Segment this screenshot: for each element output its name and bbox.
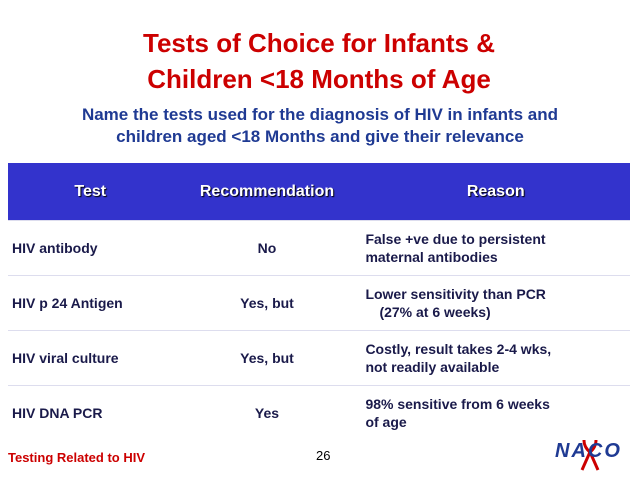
test-cell: HIV viral culture [8,330,173,386]
reason-cell: False +ve due to persistent maternal anti… [361,220,630,276]
subtitle: Name the tests used for the diagnosis of… [81,105,559,146]
reason-cell: Costly, result takes 2-4 wks, not readily… [361,330,630,386]
header-row: Test Recommendation Reason [8,163,630,221]
column-header: Reason [361,163,630,221]
recommendation-cell: No [172,220,362,276]
recommendation-cell: Yes, but [172,275,362,331]
test-cell: HIV p 24 Antigen [8,275,173,331]
table-row: HIV antibody No False +ve due to persisten… [8,220,630,276]
reason-line: Costly, result takes 2-4 wks, [365,341,552,357]
test-cell: HIV antibody [8,220,173,276]
reason-line: not readily available [365,359,500,375]
reason-line: maternal antibodies [365,249,498,265]
reason-cell: Lower sensitivity than PCR (27% at 6 week… [361,275,630,331]
title-line: Tests of Choice for Infants & [143,28,495,58]
reason-line: (27% at 6 weeks) [379,304,491,320]
table-row: HIV DNA PCR Yes 98% sensitive from 6 weeks… [8,385,630,440]
reason-line: 98% sensitive from 6 weeks [365,396,550,412]
table-row: HIV p 24 Antigen Yes, but Lower sensitivit… [8,275,630,331]
title-line: Children <18 Months of Age [147,64,491,94]
table-body: HIV antibody No False +ve due to persisten… [8,220,630,440]
page-number: 26 [316,448,331,463]
test-cell: HIV DNA PCR [8,385,173,440]
footer-text: Testing Related to HIV [8,450,145,465]
recommendation-cell: Yes, but [172,330,362,386]
column-header: Recommendation [172,163,362,221]
reason-cell: 98% sensitive from 6 weeks of age [361,385,630,440]
logo: NACO [555,440,622,462]
recommendation-cell: Yes [172,385,362,440]
reason-line: Lower sensitivity than PCR [365,286,546,302]
table-row: HIV viral culture Yes, but Costly, result … [8,330,630,386]
tests-table: Test Recommendation Reason HIV antibody No F… [8,163,630,440]
reason-line: False +ve due to persistent [365,231,546,247]
column-header: Test [8,163,173,221]
reason-line: of age [365,414,407,430]
